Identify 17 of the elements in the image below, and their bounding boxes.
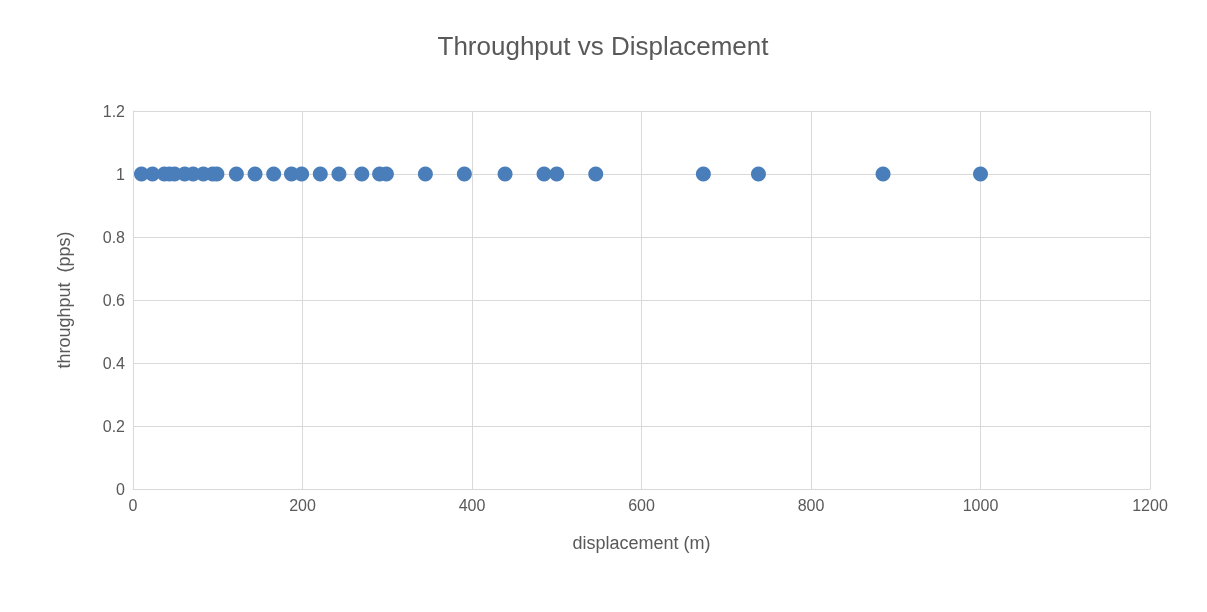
x-tick-label: 200 [289, 496, 316, 514]
x-tick-label: 1000 [962, 496, 999, 514]
x-tick-label: 0 [128, 496, 138, 514]
y-tick-label: 0.6 [102, 291, 126, 309]
x-tick-label: 800 [797, 496, 825, 514]
y-tick-label: 1 [116, 165, 126, 183]
x-axis-title: displacement (m) [572, 533, 711, 553]
x-tick-label: 400 [458, 496, 486, 514]
x-tick-label: 1200 [1132, 496, 1168, 514]
y-tick-label: 0.2 [102, 417, 126, 435]
y-tick-label: 1.2 [102, 102, 126, 120]
y-tick-label: 0.4 [102, 354, 126, 372]
y-tick-label: 0 [116, 480, 126, 498]
x-tick-label: 600 [628, 496, 655, 514]
chart-title: Throughput vs Displacement [437, 31, 770, 61]
y-axis-title: throughput (pps) [54, 231, 74, 369]
y-tick-label: 0.8 [102, 228, 126, 246]
